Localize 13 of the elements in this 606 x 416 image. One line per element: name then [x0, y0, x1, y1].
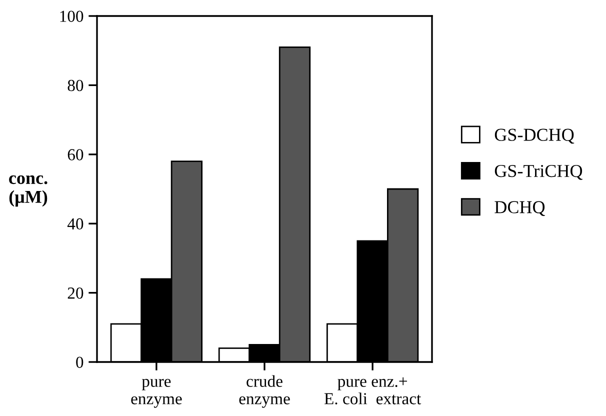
x-tick-label: crude enzyme: [239, 375, 290, 408]
y-tick-label: 40: [67, 218, 84, 230]
legend-label: GS-TriCHQ: [494, 164, 582, 180]
y-tick-label: 20: [68, 288, 84, 299]
y-axis-title: conc. (μM): [9, 175, 48, 207]
y-tick-label: 80: [68, 80, 84, 92]
y-tick-label: 60: [68, 149, 84, 160]
x-tick-label: pure enzyme: [131, 378, 182, 408]
y-tick-label: 0: [76, 356, 84, 368]
y-tick-label: 100: [60, 10, 84, 22]
x-tick-label: pure enz.+ E. coli extract: [324, 377, 422, 404]
legend-label: DCHQ: [494, 201, 546, 216]
legend-label: GS-DCHQ: [494, 128, 574, 144]
